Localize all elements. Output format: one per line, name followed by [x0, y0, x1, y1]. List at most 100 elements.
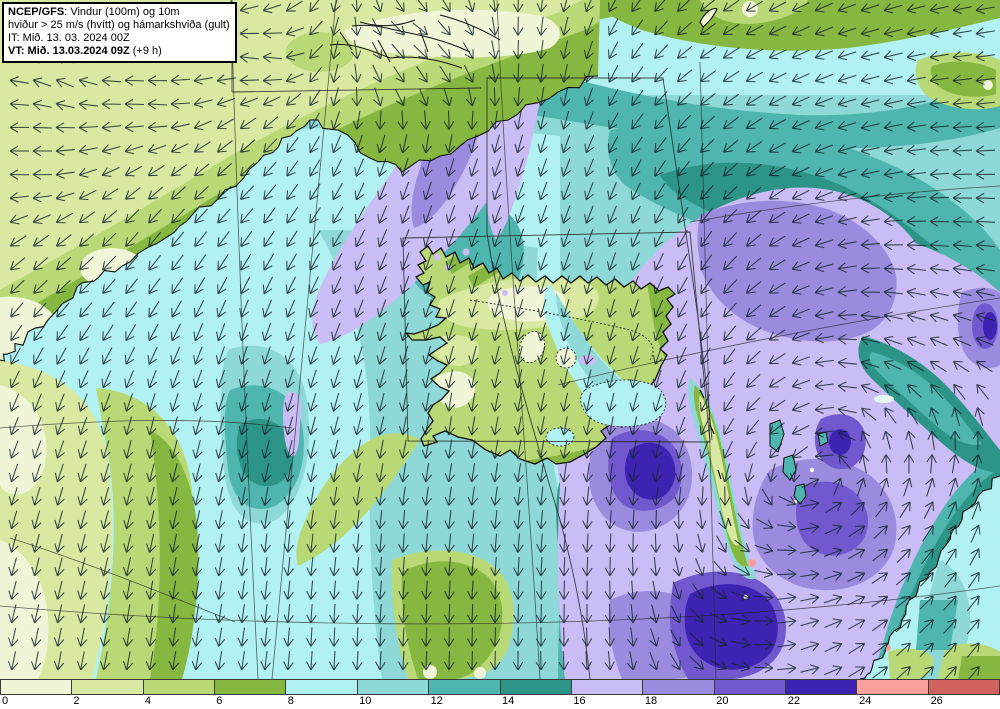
wind-arrow: [240, 185, 255, 200]
wind-arrow: [537, 134, 548, 154]
wind-arrow: [468, 299, 479, 318]
wind-arrow: [332, 230, 344, 248]
wind-arrow: [283, 651, 294, 671]
wind-arrow: [490, 110, 501, 130]
wind-arrow: [884, 407, 897, 424]
wind-arrow: [583, 40, 594, 60]
wind-arrow: [262, 116, 279, 130]
wind-arrow: [801, 477, 820, 489]
wind-arrow: [558, 580, 570, 600]
wind-arrow: [746, 327, 762, 341]
wind-arrow: [375, 533, 386, 553]
wind-arrow: [584, 181, 594, 201]
wind-arrow: [906, 216, 927, 227]
wind-arrow: [170, 346, 181, 365]
wind-arrow: [919, 642, 934, 657]
wind-arrow: [952, 192, 973, 204]
wind-arrow: [879, 477, 890, 497]
wind-arrow: [78, 99, 98, 110]
wind-arrow: [883, 74, 903, 85]
wind-arrow: [77, 557, 88, 577]
wind-arrow: [746, 419, 760, 436]
wind-arrow: [607, 229, 618, 248]
wind-arrow: [791, 120, 810, 130]
wind-arrow: [468, 158, 479, 177]
wind-arrow: [605, 463, 617, 483]
wind-arrow: [607, 182, 618, 201]
wind-arrow: [330, 0, 341, 13]
wind-arrow: [398, 604, 409, 624]
wind-arrow: [8, 580, 19, 600]
wind-arrow: [628, 463, 640, 483]
wind-arrow: [814, 214, 834, 225]
wind-arrow: [192, 393, 203, 412]
wind-arrow: [170, 164, 188, 177]
wind-arrow: [393, 0, 405, 13]
wind-arrow: [837, 309, 858, 321]
wind-arrow: [8, 604, 19, 624]
wind-arrow: [654, 160, 666, 177]
wind-arrow: [929, 168, 949, 180]
wind-arrow: [561, 205, 571, 224]
wind-arrow: [512, 603, 524, 624]
wind-arrow: [55, 77, 74, 88]
wind-arrow: [350, 40, 362, 60]
wind-arrow: [399, 134, 410, 154]
wind-arrow: [929, 121, 949, 133]
wind-arrow: [536, 87, 548, 107]
wind-arrow: [56, 324, 69, 342]
wind-arrow: [491, 134, 502, 154]
wind-arrow: [631, 42, 644, 60]
wind-arrow: [416, 66, 428, 83]
wind-arrow: [125, 209, 140, 224]
wind-arrow: [583, 299, 594, 318]
wind-arrow: [631, 66, 644, 83]
colorbar-tick-label: 16: [573, 695, 586, 707]
wind-arrow: [78, 167, 98, 178]
wind-arrow: [512, 39, 524, 60]
wind-arrow: [306, 533, 317, 553]
highland-boundary-dotted: [469, 299, 654, 361]
wind-arrow: [629, 299, 640, 318]
gust-legend-line: hviður > 25 m/s (hvítt) og hámarkshviða …: [8, 19, 230, 31]
wind-arrow: [421, 416, 433, 436]
wind-arrow: [513, 580, 524, 600]
wind-arrow: [491, 252, 502, 271]
wind-arrow: [261, 439, 272, 459]
wind-arrow: [929, 336, 948, 347]
wind-arrow: [837, 144, 857, 155]
wind-arrow: [952, 288, 972, 299]
wind-arrow: [55, 168, 75, 179]
colorbar-cell: [500, 679, 572, 695]
wind-arrow: [536, 533, 547, 553]
wind-arrow: [814, 261, 834, 273]
wind-arrow: [309, 207, 321, 224]
wind-arrow: [883, 3, 903, 14]
wind-arrow: [375, 463, 387, 483]
wind-arrow: [146, 439, 157, 459]
wind-arrow: [512, 16, 524, 36]
colorbar-cell: [72, 679, 144, 695]
wind-arrow: [148, 323, 159, 342]
wind-arrow: [32, 370, 43, 389]
wind-arrow: [776, 568, 797, 580]
wind-arrow: [351, 0, 362, 13]
wind-arrow: [823, 570, 843, 581]
wind-arrow: [376, 392, 387, 412]
wind-arrow: [723, 279, 738, 294]
wind-arrow: [746, 441, 758, 459]
wind-arrow: [559, 533, 570, 553]
wind-arrow: [654, 90, 668, 107]
wind-arrow: [654, 206, 665, 224]
wind-arrow: [903, 454, 915, 474]
wind-arrow: [78, 121, 99, 133]
wind-arrow: [745, 48, 764, 59]
wind-arrow: [906, 192, 926, 203]
wind-arrow: [217, 253, 229, 271]
wind-arrow: [608, 0, 619, 13]
wind-arrow: [55, 122, 76, 133]
wind-arrow: [354, 252, 365, 271]
wind-arrow: [627, 580, 638, 600]
wind-arrow: [561, 158, 571, 177]
wind-arrow: [467, 392, 479, 412]
